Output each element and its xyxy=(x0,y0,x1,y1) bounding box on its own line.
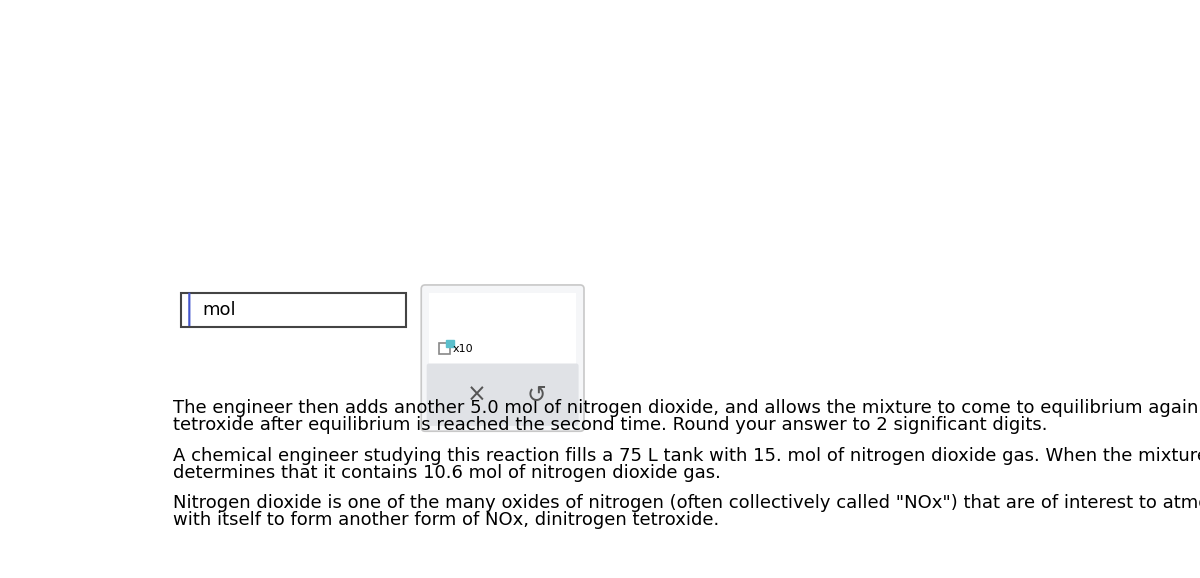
Text: with itself to form another form of NOx, dinitrogen tetroxide.: with itself to form another form of NOx,… xyxy=(173,512,720,529)
Text: The engineer then adds another 5.0 mol of nitrogen dioxide, and allows the mixtu: The engineer then adds another 5.0 mol o… xyxy=(173,399,1200,417)
Text: ×: × xyxy=(467,383,486,407)
Text: x10: x10 xyxy=(454,344,474,354)
Bar xyxy=(181,292,406,327)
Text: tetroxide after equilibrium is reached the second time. Round your answer to 2 s: tetroxide after equilibrium is reached t… xyxy=(173,416,1048,434)
Bar xyxy=(446,340,454,347)
Text: A chemical engineer studying this reaction fills a 75 L tank with 15. mol of nit: A chemical engineer studying this reacti… xyxy=(173,447,1200,465)
Text: │: │ xyxy=(180,293,197,326)
FancyBboxPatch shape xyxy=(421,285,584,431)
Text: Nitrogen dioxide is one of the many oxides of nitrogen (often collectively calle: Nitrogen dioxide is one of the many oxid… xyxy=(173,494,1200,513)
Bar xyxy=(439,343,450,354)
FancyBboxPatch shape xyxy=(430,292,576,366)
Text: determines that it contains 10.6 mol of nitrogen dioxide gas.: determines that it contains 10.6 mol of … xyxy=(173,464,721,481)
Text: ↺: ↺ xyxy=(527,383,547,407)
Text: mol: mol xyxy=(203,301,236,318)
FancyBboxPatch shape xyxy=(427,364,578,426)
